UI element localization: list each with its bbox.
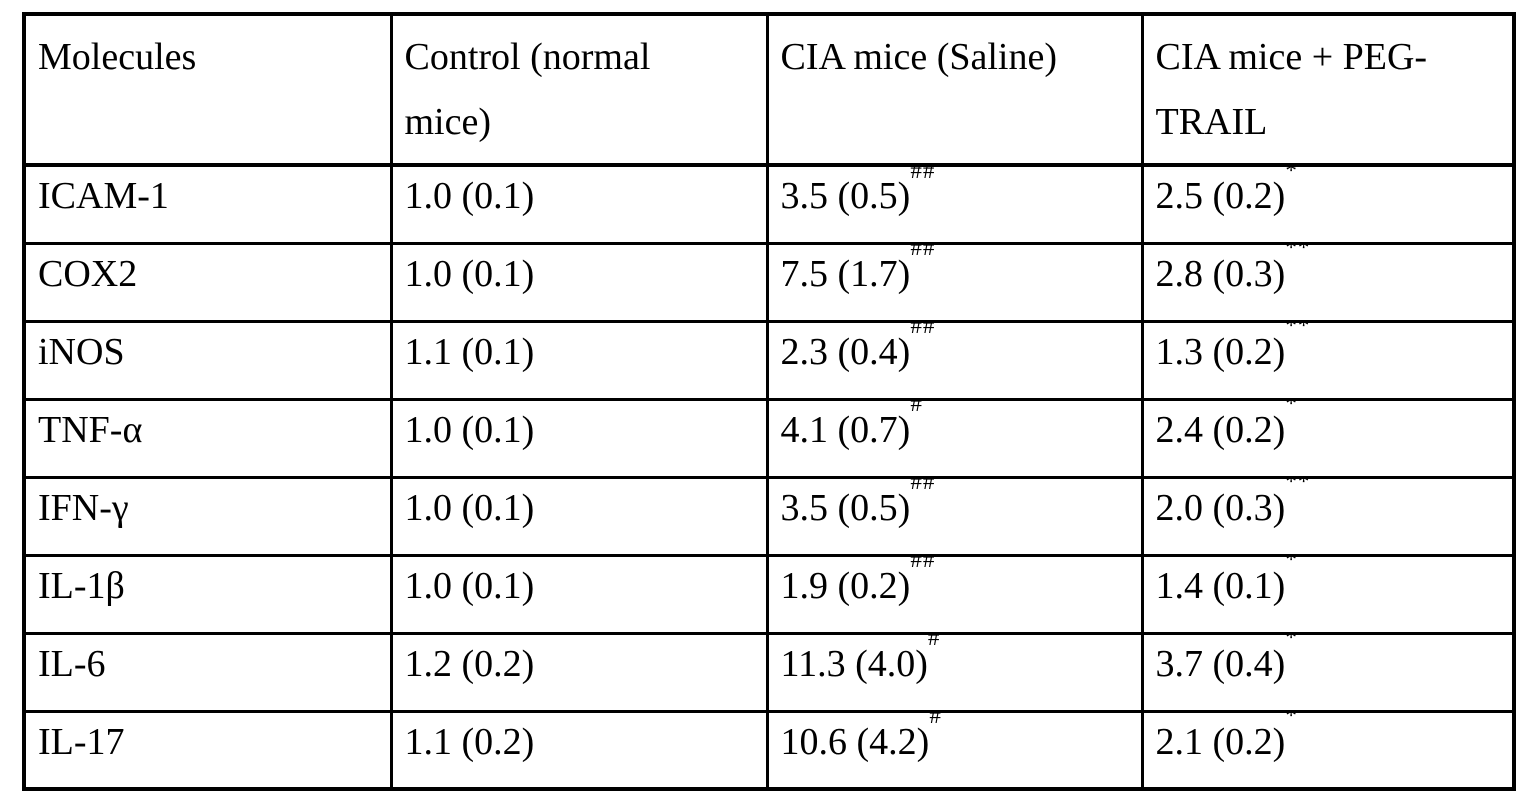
table-body: ICAM-1 1.0 (0.1) 3.5 (0.5)## 2.5 (0.2)* … [22,163,1516,791]
molecule-label: IL-6 [38,642,106,685]
significance-marker: * [1285,711,1298,729]
cia-saline-value: 3.5 (0.5) [780,175,911,217]
cell-cia-saline: 3.5 (0.5)## [765,163,1144,245]
cell-molecule: TNF-α [22,397,393,479]
significance-marker: * [1285,633,1298,651]
control-value: 1.0 (0.1) [404,175,535,217]
molecule-label: IL-17 [38,720,125,763]
cell-cia-peg-trail: 2.0 (0.3)** [1140,475,1516,557]
control-value: 1.2 (0.2) [404,642,535,685]
column-header-molecules: Molecules [22,12,393,167]
cell-cia-peg-trail: 2.1 (0.2)* [1140,709,1516,791]
significance-marker: * [1285,555,1298,573]
cia-peg-trail-value: 2.5 (0.2) [1155,175,1286,217]
cell-cia-peg-trail: 1.4 (0.1)* [1140,553,1516,635]
cell-cia-peg-trail: 1.3 (0.2)** [1140,319,1516,401]
header-row: Molecules Control (normal mice) CIA mice… [22,12,1516,167]
control-value: 1.0 (0.1) [404,486,535,529]
column-header-cia-saline: CIA mice (Saline) [765,12,1144,167]
cia-peg-trail-value: 2.0 (0.3) [1155,486,1286,529]
molecule-label: IL-1β [38,564,125,607]
significance-marker: ## [910,243,936,261]
cell-molecule: IL-6 [22,631,393,713]
table-row: IL-6 1.2 (0.2) 11.3 (4.0)# 3.7 (0.4)* [22,631,1516,713]
cell-cia-saline: 2.3 (0.4)## [765,319,1144,401]
molecule-label: ICAM-1 [38,175,169,217]
cell-control: 1.0 (0.1) [389,397,769,479]
cell-cia-saline: 10.6 (4.2)# [765,709,1144,791]
cia-saline-value: 3.5 (0.5) [780,486,911,529]
table-row: IL-1β 1.0 (0.1) 1.9 (0.2)## 1.4 (0.1)* [22,553,1516,635]
cell-control: 1.1 (0.1) [389,319,769,401]
table-row: TNF-α 1.0 (0.1) 4.1 (0.7)# 2.4 (0.2)* [22,397,1516,479]
cell-cia-saline: 4.1 (0.7)# [765,397,1144,479]
cell-control: 1.0 (0.1) [389,553,769,635]
cia-saline-value: 4.1 (0.7) [780,408,911,451]
cia-peg-trail-value: 1.4 (0.1) [1155,564,1286,607]
cell-control: 1.1 (0.2) [389,709,769,791]
cia-saline-value: 1.9 (0.2) [780,564,911,607]
significance-marker: ** [1285,477,1311,495]
cell-cia-saline: 11.3 (4.0)# [765,631,1144,713]
cell-cia-peg-trail: 2.5 (0.2)* [1140,163,1516,245]
table-row: IFN-γ 1.0 (0.1) 3.5 (0.5)## 2.0 (0.3)** [22,475,1516,557]
significance-marker: ## [910,321,936,339]
control-value: 1.1 (0.2) [404,720,535,763]
cia-saline-value: 11.3 (4.0) [780,642,928,685]
table-row: IL-17 1.1 (0.2) 10.6 (4.2)# 2.1 (0.2)* [22,709,1516,791]
column-header-cia-peg-trail: CIA mice + PEG- TRAIL [1140,12,1516,167]
molecule-label: TNF-α [38,408,143,451]
table-row: iNOS 1.1 (0.1) 2.3 (0.4)## 1.3 (0.2)** [22,319,1516,401]
molecule-label: COX2 [38,252,138,295]
cell-control: 1.0 (0.1) [389,475,769,557]
cell-cia-saline: 3.5 (0.5)## [765,475,1144,557]
significance-marker: ## [910,555,936,573]
significance-marker: * [1285,399,1298,417]
significance-marker: # [929,711,942,729]
control-value: 1.0 (0.1) [404,564,535,607]
control-value: 1.0 (0.1) [404,252,535,295]
cia-saline-value: 2.3 (0.4) [780,330,911,373]
significance-marker: ** [1285,243,1311,261]
significance-marker: # [910,399,923,417]
cia-peg-trail-value: 1.3 (0.2) [1155,330,1286,373]
cell-control: 1.0 (0.1) [389,163,769,245]
cell-cia-saline: 7.5 (1.7)## [765,241,1144,323]
molecule-label: IFN-γ [38,486,129,529]
cia-peg-trail-value: 2.1 (0.2) [1155,720,1286,763]
cell-control: 1.2 (0.2) [389,631,769,713]
table-row: COX2 1.0 (0.1) 7.5 (1.7)## 2.8 (0.3)** [22,241,1516,323]
control-value: 1.0 (0.1) [404,408,535,451]
data-table: Molecules Control (normal mice) CIA mice… [22,12,1516,791]
significance-marker: # [927,633,941,651]
cell-cia-peg-trail: 2.8 (0.3)** [1140,241,1516,323]
cell-molecule: IL-1β [22,553,393,635]
control-value: 1.1 (0.1) [404,330,535,373]
cell-cia-peg-trail: 3.7 (0.4)* [1140,631,1516,713]
cia-saline-value: 10.6 (4.2) [780,720,930,763]
cia-peg-trail-value: 3.7 (0.4) [1155,642,1286,685]
cia-peg-trail-value: 2.4 (0.2) [1155,408,1286,451]
significance-marker: ## [910,477,936,495]
significance-marker: ** [1285,321,1311,339]
table-row: ICAM-1 1.0 (0.1) 3.5 (0.5)## 2.5 (0.2)* [22,163,1516,245]
cell-cia-peg-trail: 2.4 (0.2)* [1140,397,1516,479]
column-header-control: Control (normal mice) [389,12,769,167]
cia-saline-value: 7.5 (1.7) [780,252,911,295]
cell-molecule: IFN-γ [22,475,393,557]
significance-marker: ## [910,165,936,183]
cell-molecule: iNOS [22,319,393,401]
cell-molecule: COX2 [22,241,393,323]
cell-cia-saline: 1.9 (0.2)## [765,553,1144,635]
significance-marker: * [1285,165,1298,183]
molecule-label: iNOS [38,330,125,373]
cell-control: 1.0 (0.1) [389,241,769,323]
cia-peg-trail-value: 2.8 (0.3) [1155,252,1286,295]
cell-molecule: ICAM-1 [22,163,393,245]
cell-molecule: IL-17 [22,709,393,791]
